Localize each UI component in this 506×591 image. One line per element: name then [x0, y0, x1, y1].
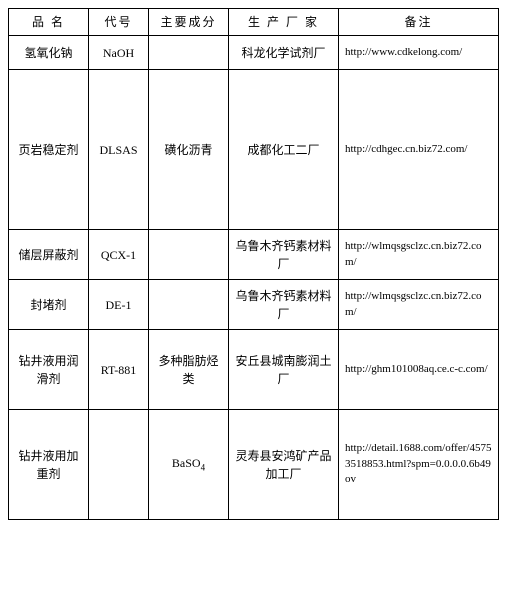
table-row: 储层屏蔽剂 QCX-1 乌鲁木齐钙素材料厂 http://wlmqsgsclzc…: [9, 230, 499, 280]
header-row: 品 名 代号 主要成分 生 产 厂 家 备注: [9, 9, 499, 36]
cell-name: 页岩稳定剂: [9, 70, 89, 230]
cell-code: [89, 410, 149, 520]
cell-note: http://wlmqsgsclzc.cn.biz72.com/: [339, 230, 499, 280]
table-row: 钻井液用润滑剂 RT-881 多种脂肪烃类 安丘县城南膨润土厂 http://g…: [9, 330, 499, 410]
table-row: 氢氧化钠 NaOH 科龙化学试剂厂 http://www.cdkelong.co…: [9, 36, 499, 70]
cell-manufacturer: 成都化工二厂: [229, 70, 339, 230]
cell-manufacturer: 乌鲁木齐钙素材料厂: [229, 280, 339, 330]
header-name: 品 名: [9, 9, 89, 36]
cell-name: 储层屏蔽剂: [9, 230, 89, 280]
header-component: 主要成分: [149, 9, 229, 36]
cell-manufacturer: 科龙化学试剂厂: [229, 36, 339, 70]
cell-code: DLSAS: [89, 70, 149, 230]
cell-manufacturer: 乌鲁木齐钙素材料厂: [229, 230, 339, 280]
cell-code: QCX-1: [89, 230, 149, 280]
cell-component: BaSO4: [149, 410, 229, 520]
cell-name: 钻井液用加重剂: [9, 410, 89, 520]
table-row: 封堵剂 DE-1 乌鲁木齐钙素材料厂 http://wlmqsgsclzc.cn…: [9, 280, 499, 330]
cell-name: 钻井液用润滑剂: [9, 330, 89, 410]
header-manufacturer: 生 产 厂 家: [229, 9, 339, 36]
cell-component: [149, 230, 229, 280]
cell-note: http://detail.1688.com/offer/45753518853…: [339, 410, 499, 520]
cell-note: http://wlmqsgsclzc.cn.biz72.com/: [339, 280, 499, 330]
cell-note: http://www.cdkelong.com/: [339, 36, 499, 70]
cell-component: 磺化沥青: [149, 70, 229, 230]
table-row: 钻井液用加重剂 BaSO4 灵寿县安鸿矿产品加工厂 http://detail.…: [9, 410, 499, 520]
cell-manufacturer: 灵寿县安鸿矿产品加工厂: [229, 410, 339, 520]
header-note: 备注: [339, 9, 499, 36]
table-row: 页岩稳定剂 DLSAS 磺化沥青 成都化工二厂 http://cdhgec.cn…: [9, 70, 499, 230]
header-code: 代号: [89, 9, 149, 36]
cell-code: NaOH: [89, 36, 149, 70]
cell-note: http://cdhgec.cn.biz72.com/: [339, 70, 499, 230]
cell-note: http://ghm101008aq.ce.c-c.com/: [339, 330, 499, 410]
materials-table: 品 名 代号 主要成分 生 产 厂 家 备注 氢氧化钠 NaOH 科龙化学试剂厂…: [8, 8, 499, 520]
cell-name: 封堵剂: [9, 280, 89, 330]
cell-manufacturer: 安丘县城南膨润土厂: [229, 330, 339, 410]
cell-code: DE-1: [89, 280, 149, 330]
cell-component: [149, 280, 229, 330]
cell-component: 多种脂肪烃类: [149, 330, 229, 410]
cell-component: [149, 36, 229, 70]
cell-name: 氢氧化钠: [9, 36, 89, 70]
cell-code: RT-881: [89, 330, 149, 410]
